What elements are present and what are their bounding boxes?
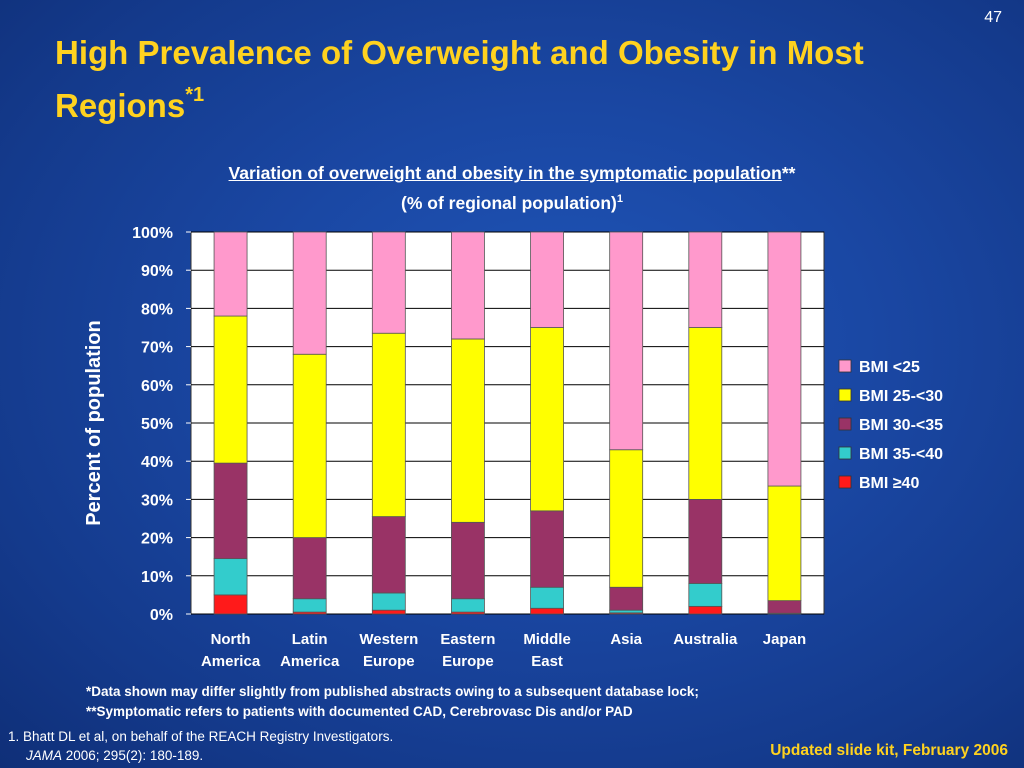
bar-segment [530, 586, 564, 609]
bar-segment [451, 598, 485, 613]
y-tick-label: 0% [150, 607, 173, 624]
legend-label: BMI <25 [859, 359, 920, 376]
bar-segment [213, 231, 248, 317]
slide-number: 47 [984, 9, 1002, 26]
legend-label: BMI 35-<40 [859, 446, 943, 463]
legend-label: BMI 30-<35 [859, 417, 943, 434]
bar-segment [767, 231, 802, 487]
x-category-label: Asia [610, 631, 642, 648]
x-category-label: North [211, 631, 251, 648]
bar-segment [451, 521, 485, 600]
bar-segment [688, 231, 723, 328]
y-tick-label: 100% [132, 225, 173, 242]
slide-title-superscript: *1 [185, 84, 205, 106]
chart-title: Variation of overweight and obesity in t… [0, 160, 1024, 216]
reference: 1. Bhatt DL et al, on behalf of the REAC… [8, 727, 393, 765]
y-tick-label: 60% [141, 378, 173, 395]
reference-line-1: 1. Bhatt DL et al, on behalf of the REAC… [8, 729, 394, 744]
x-category-label: East [531, 653, 563, 670]
slide-title-text: High Prevalence of Overweight and Obesit… [55, 34, 864, 124]
bar-segment [530, 327, 564, 512]
legend-swatch [838, 475, 852, 489]
x-category-label: America [201, 653, 261, 670]
y-tick-label: 40% [141, 454, 173, 471]
bar-segment [530, 231, 564, 328]
bar-segment [213, 594, 248, 615]
y-tick-label: 10% [141, 569, 173, 586]
stacked-bar-chart: 0% 10% 20% 30% 40% 50% 60% 70% 80% 90% 100% Percent… [83, 225, 943, 670]
legend-label: BMI ≥40 [859, 475, 919, 492]
bar-segment [530, 607, 564, 615]
y-tick-label: 70% [141, 340, 173, 357]
bar-segment [371, 609, 406, 615]
bar-segment [609, 449, 644, 588]
chart-title-line1-suffix: ** [781, 163, 796, 183]
legend-swatch [838, 446, 852, 460]
x-category-label: Middle [523, 631, 571, 648]
footnote-symptomatic: **Symptomatic refers to patients with do… [86, 704, 633, 719]
bar-segment [451, 231, 485, 340]
bar-segment [371, 332, 406, 517]
legend-swatch [838, 359, 852, 373]
bar-segment [609, 586, 644, 611]
bar-segment [371, 231, 406, 334]
bar-segment [451, 338, 485, 523]
bar-segment [767, 600, 802, 614]
bar-segment [688, 605, 723, 615]
bar-segment [292, 598, 327, 613]
y-tick-label: 50% [141, 416, 173, 433]
x-category-label: Australia [673, 631, 738, 648]
chart-title-line2-sup: 1 [616, 193, 623, 205]
y-tick-label: 20% [141, 531, 173, 548]
bar-segment [609, 231, 644, 451]
y-tick-label: 80% [141, 301, 173, 318]
footnotes: *Data shown may differ slightly from pub… [86, 682, 699, 722]
bar-segment [292, 231, 327, 355]
y-tick-label: 30% [141, 492, 173, 509]
x-category-label: Eastern [440, 631, 495, 648]
slide-kit-label: Updated slide kit, February 2006 [770, 742, 1008, 759]
reference-line-2: JAMA 2006; 295(2): 180-189. [8, 746, 393, 765]
bar-segment [530, 510, 564, 588]
bar-segment [688, 327, 723, 500]
x-category-label: Japan [763, 631, 806, 648]
bar-segment [213, 462, 248, 560]
legend-swatch [838, 388, 852, 402]
bar-segment [767, 485, 802, 602]
bar-segment [688, 498, 723, 584]
legend-swatch [838, 417, 852, 431]
y-tick-label: 90% [141, 263, 173, 280]
y-axis-label: Percent of population [83, 320, 105, 526]
x-category-label: Western [359, 631, 418, 648]
slide-title: High Prevalence of Overweight and Obesit… [55, 30, 975, 129]
chart-title-line2: (% of regional population) [401, 192, 617, 213]
bar-segment [213, 315, 248, 464]
bar-segment [292, 353, 327, 538]
bar-segment [688, 583, 723, 607]
bar-segment [292, 537, 327, 600]
legend-label: BMI 25-<30 [859, 388, 943, 405]
reference-citation: 2006; 295(2): 180-189. [62, 748, 204, 763]
bar-segment [609, 609, 644, 614]
x-category-label: America [280, 653, 340, 670]
bar-segment [371, 516, 406, 594]
x-category-label: Europe [442, 653, 494, 670]
reference-journal: JAMA [26, 748, 63, 763]
footnote-data-lock: *Data shown may differ slightly from pub… [86, 684, 699, 699]
x-category-label: Latin [292, 631, 328, 648]
bar-segment [213, 558, 248, 596]
bar-segment [371, 592, 406, 611]
chart-title-line1: Variation of overweight and obesity in t… [228, 163, 782, 183]
x-category-label: Europe [363, 653, 415, 670]
